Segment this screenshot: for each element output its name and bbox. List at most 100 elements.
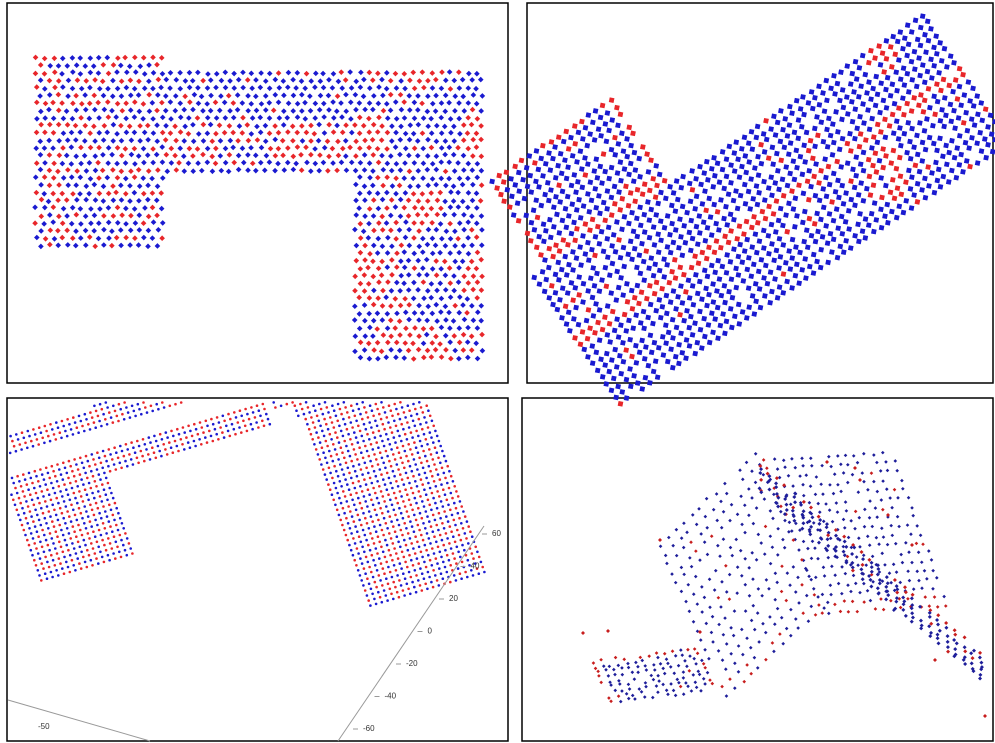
point (331, 493, 334, 496)
point (400, 567, 403, 570)
point (78, 562, 81, 565)
point (57, 574, 60, 577)
point (101, 539, 104, 542)
point (59, 490, 62, 493)
point (414, 463, 417, 466)
point (71, 487, 74, 490)
point (439, 551, 442, 554)
point (418, 490, 421, 493)
point (121, 413, 124, 416)
point (375, 514, 378, 517)
point (350, 460, 353, 463)
point (256, 404, 259, 407)
point (153, 451, 156, 454)
point (93, 497, 96, 500)
point (136, 457, 139, 460)
point (432, 514, 435, 517)
point (222, 415, 225, 418)
point (83, 522, 86, 525)
point (458, 534, 461, 537)
point (429, 431, 432, 434)
point (116, 546, 119, 549)
point (108, 448, 111, 451)
point (446, 465, 449, 468)
point (400, 440, 403, 443)
point (427, 482, 430, 485)
point (372, 559, 375, 562)
point (434, 519, 437, 522)
point (353, 520, 356, 523)
point (413, 458, 416, 461)
point (199, 421, 202, 424)
point (310, 433, 313, 436)
point (371, 409, 374, 412)
point (456, 546, 459, 549)
point (60, 473, 63, 476)
point (381, 584, 384, 587)
point (62, 551, 65, 554)
point (148, 436, 151, 439)
point (419, 423, 422, 426)
point (109, 525, 112, 528)
point (436, 507, 439, 510)
point (435, 485, 438, 488)
point (410, 431, 413, 434)
point (308, 428, 311, 431)
point (428, 465, 431, 468)
point (369, 604, 372, 607)
point (373, 598, 376, 601)
point (40, 507, 43, 510)
point (198, 438, 201, 441)
point (395, 497, 398, 500)
point (381, 529, 384, 532)
point (103, 544, 106, 547)
point (83, 430, 86, 433)
point (69, 537, 72, 540)
point (121, 450, 124, 453)
point (369, 549, 372, 552)
point (368, 421, 371, 424)
point (235, 416, 238, 419)
point (88, 465, 91, 468)
point (81, 534, 84, 537)
point (229, 418, 232, 421)
point (145, 448, 148, 451)
point (95, 557, 98, 560)
point (364, 534, 367, 537)
point (380, 473, 383, 476)
point (364, 500, 367, 503)
point (438, 495, 441, 498)
point (376, 408, 379, 411)
point (362, 457, 365, 460)
point (38, 426, 41, 429)
point (172, 435, 175, 438)
point (117, 529, 120, 532)
point (77, 431, 80, 434)
point (365, 539, 368, 542)
point (354, 487, 357, 490)
point (413, 586, 416, 589)
point (15, 509, 18, 512)
point (98, 457, 101, 460)
point (151, 410, 154, 413)
point (158, 450, 161, 453)
point (442, 561, 445, 564)
point (64, 430, 67, 433)
point (419, 567, 422, 570)
point (52, 559, 55, 562)
point (44, 572, 47, 575)
point (379, 435, 382, 438)
point (97, 507, 100, 510)
point (374, 564, 377, 567)
point (386, 488, 389, 491)
point (103, 488, 106, 491)
point (365, 411, 368, 414)
z-tick-label: -60 (363, 724, 375, 733)
point (42, 495, 45, 498)
point (41, 490, 44, 493)
point (389, 482, 392, 485)
point (425, 510, 428, 513)
point (439, 534, 442, 537)
point (144, 443, 147, 446)
point (119, 462, 122, 465)
